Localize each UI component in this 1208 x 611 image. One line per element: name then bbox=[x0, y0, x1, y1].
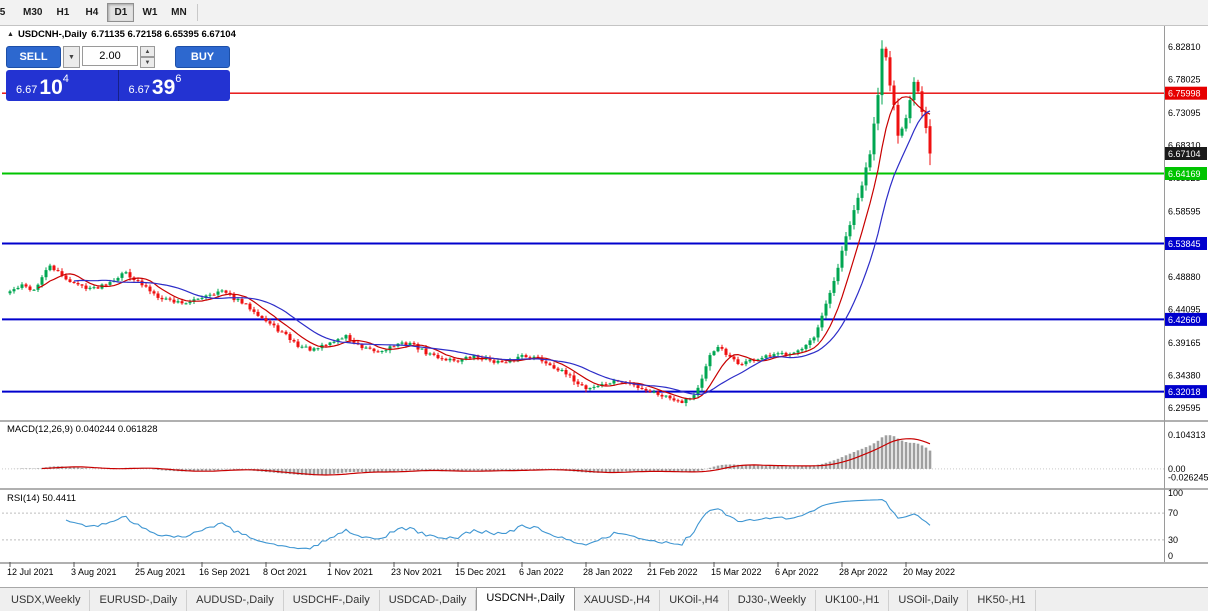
svg-text:28 Jan 2022: 28 Jan 2022 bbox=[583, 567, 633, 577]
svg-text:6.44095: 6.44095 bbox=[1168, 305, 1201, 315]
tab-usdx-weekly[interactable]: USDX,Weekly bbox=[2, 590, 91, 611]
sell-price-point: 4 bbox=[62, 73, 69, 85]
svg-text:-0.026245: -0.026245 bbox=[1168, 472, 1208, 482]
tab-usoil-daily[interactable]: USOil-,Daily bbox=[889, 590, 969, 611]
tab-audusd-daily[interactable]: AUDUSD-,Daily bbox=[187, 590, 284, 611]
timeframe-w1[interactable]: W1 bbox=[136, 3, 163, 22]
timeframe-d1[interactable]: D1 bbox=[107, 3, 135, 22]
svg-text:6.39165: 6.39165 bbox=[1168, 338, 1201, 348]
svg-text:6.29595: 6.29595 bbox=[1168, 403, 1201, 413]
tab-hk50-h1[interactable]: HK50-,H1 bbox=[968, 590, 1036, 611]
svg-text:6.82810: 6.82810 bbox=[1168, 42, 1201, 52]
svg-text:15 Dec 2021: 15 Dec 2021 bbox=[455, 567, 506, 577]
price-quote-panel: 6.67 10 4 6.67 39 6 bbox=[6, 70, 230, 101]
buy-price-base: 6.67 bbox=[128, 84, 150, 96]
tab-usdcnh-daily[interactable]: USDCNH-,Daily bbox=[476, 587, 575, 611]
buy-price-quote[interactable]: 6.67 39 6 bbox=[117, 70, 231, 101]
sell-price-base: 6.67 bbox=[16, 84, 38, 96]
panel-separators bbox=[0, 420, 1208, 564]
chart-ohlc-values: 6.71135 6.72158 6.65395 6.67104 bbox=[91, 29, 236, 40]
svg-text:15 Mar 2022: 15 Mar 2022 bbox=[711, 567, 762, 577]
svg-text:20 May 2022: 20 May 2022 bbox=[903, 567, 955, 577]
svg-text:0.00: 0.00 bbox=[1168, 464, 1186, 474]
svg-text:12 Jul 2021: 12 Jul 2021 bbox=[7, 567, 54, 577]
timeframe-m30[interactable]: M30 bbox=[18, 3, 47, 22]
svg-text:6.34380: 6.34380 bbox=[1168, 371, 1201, 381]
svg-text:70: 70 bbox=[1168, 508, 1178, 518]
svg-text:6 Apr 2022: 6 Apr 2022 bbox=[775, 567, 819, 577]
chart-symbol-icon: ▲ bbox=[7, 31, 14, 38]
svg-text:100: 100 bbox=[1168, 488, 1183, 498]
trade-controls-row: SELL ▼ ▲ ▼ BUY bbox=[6, 46, 230, 68]
svg-text:25 Aug 2021: 25 Aug 2021 bbox=[135, 567, 186, 577]
macd-indicator-label: MACD(12,26,9) 0.040244 0.061828 bbox=[7, 424, 158, 435]
tab-uk100-h1[interactable]: UK100-,H1 bbox=[816, 590, 890, 611]
timeframe-h4[interactable]: H4 bbox=[78, 3, 105, 22]
price-axis: 6.828106.780256.730956.683106.635256.585… bbox=[1164, 26, 1208, 562]
price-chart[interactable]: 6.828106.780256.730956.683106.635256.585… bbox=[0, 26, 1208, 587]
tab-dj30-weekly[interactable]: DJ30-,Weekly bbox=[729, 590, 816, 611]
tab-xauusd-h4[interactable]: XAUUSD-,H4 bbox=[575, 590, 661, 611]
chart-tabs-bar: USDX,Weekly EURUSD-,Daily AUDUSD-,Daily … bbox=[0, 587, 1208, 611]
svg-text:6.78025: 6.78025 bbox=[1168, 75, 1201, 85]
timeframe-mn[interactable]: MN bbox=[165, 3, 192, 22]
svg-text:6.73095: 6.73095 bbox=[1168, 108, 1201, 118]
timeframe-toolbar: 5 M30 H1 H4 D1 W1 MN bbox=[0, 0, 1208, 26]
svg-text:6.32018: 6.32018 bbox=[1168, 387, 1201, 397]
svg-text:6.75998: 6.75998 bbox=[1168, 89, 1201, 99]
svg-text:3 Aug 2021: 3 Aug 2021 bbox=[71, 567, 117, 577]
volume-input[interactable] bbox=[82, 46, 138, 66]
chart-symbol-label: USDCNH-,Daily bbox=[17, 29, 88, 40]
rsi-panel bbox=[2, 499, 1164, 550]
volume-decrease-button[interactable]: ▼ bbox=[140, 57, 155, 68]
svg-text:28 Apr 2022: 28 Apr 2022 bbox=[839, 567, 888, 577]
svg-text:6.53845: 6.53845 bbox=[1168, 239, 1201, 249]
svg-text:1 Nov 2021: 1 Nov 2021 bbox=[327, 567, 373, 577]
svg-text:6.58595: 6.58595 bbox=[1168, 206, 1201, 216]
sell-price-quote[interactable]: 6.67 10 4 bbox=[6, 70, 118, 101]
svg-text:30: 30 bbox=[1168, 535, 1178, 545]
sell-button[interactable]: SELL bbox=[6, 46, 61, 68]
tab-ukoil-h4[interactable]: UKOil-,H4 bbox=[660, 590, 729, 611]
rsi-indicator-label: RSI(14) 50.4411 bbox=[7, 493, 77, 504]
chart-area: 6.828106.780256.730956.683106.635256.585… bbox=[0, 26, 1208, 588]
svg-text:16 Sep 2021: 16 Sep 2021 bbox=[199, 567, 250, 577]
horizontal-lines bbox=[2, 92, 1164, 393]
one-click-trading-panel: SELL ▼ ▲ ▼ BUY 6.67 10 4 6.67 bbox=[6, 46, 230, 101]
svg-text:6.42660: 6.42660 bbox=[1168, 315, 1201, 325]
svg-text:6.64169: 6.64169 bbox=[1168, 169, 1201, 179]
buy-price-pips: 39 bbox=[151, 76, 176, 100]
tab-usdchf-daily[interactable]: USDCHF-,Daily bbox=[284, 590, 380, 611]
chevron-down-icon: ▼ bbox=[68, 53, 75, 61]
svg-text:8 Oct 2021: 8 Oct 2021 bbox=[263, 567, 307, 577]
chart-title: ▲ USDCNH-,Daily 6.71135 6.72158 6.65395 … bbox=[7, 29, 236, 40]
date-axis: 12 Jul 2021 3 Aug 2021 25 Aug 2021 16 Sep 2… bbox=[7, 562, 955, 577]
svg-text:21 Feb 2022: 21 Feb 2022 bbox=[647, 567, 698, 577]
volume-increase-button[interactable]: ▲ bbox=[140, 46, 155, 57]
buy-price-point: 6 bbox=[175, 73, 182, 85]
timeframe-m5[interactable]: 5 bbox=[0, 3, 16, 22]
toolbar-separator bbox=[197, 4, 199, 21]
volume-dropdown-button[interactable]: ▼ bbox=[63, 46, 80, 68]
svg-text:0: 0 bbox=[1168, 551, 1173, 561]
timeframe-h1[interactable]: H1 bbox=[49, 3, 76, 22]
macd-panel bbox=[2, 435, 1164, 476]
moving-averages bbox=[37, 96, 931, 400]
tab-usdcad-daily[interactable]: USDCAD-,Daily bbox=[380, 590, 477, 611]
svg-text:0.104313: 0.104313 bbox=[1168, 430, 1206, 440]
svg-text:6.48880: 6.48880 bbox=[1168, 272, 1201, 282]
svg-text:6 Jan 2022: 6 Jan 2022 bbox=[519, 567, 564, 577]
volume-spinner: ▲ ▼ bbox=[140, 46, 155, 68]
sell-price-pips: 10 bbox=[39, 76, 63, 100]
svg-text:6.68310: 6.68310 bbox=[1168, 140, 1201, 150]
svg-text:23 Nov 2021: 23 Nov 2021 bbox=[391, 567, 442, 577]
buy-button[interactable]: BUY bbox=[175, 46, 230, 68]
tab-eurusd-daily[interactable]: EURUSD-,Daily bbox=[90, 590, 188, 611]
svg-text:6.67104: 6.67104 bbox=[1168, 149, 1201, 159]
